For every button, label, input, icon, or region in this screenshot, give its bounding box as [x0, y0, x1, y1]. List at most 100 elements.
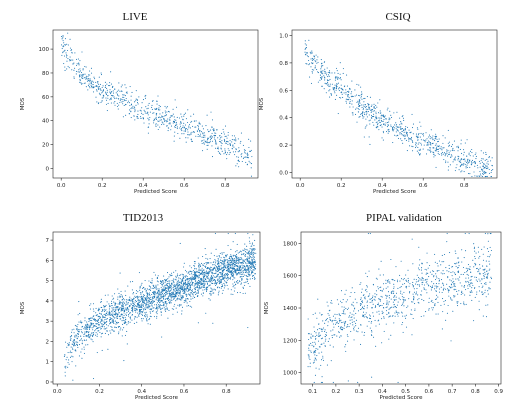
scatter-point — [253, 249, 255, 251]
scatter-point — [97, 327, 99, 329]
scatter-point — [134, 107, 136, 109]
scatter-point — [378, 120, 380, 122]
scatter-point — [78, 63, 80, 65]
scatter-point — [177, 285, 180, 287]
scatter-point — [189, 286, 191, 288]
scatter-point — [345, 301, 347, 303]
scatter-point — [212, 275, 214, 277]
y-tick-label: 5 — [46, 279, 50, 285]
scatter-point — [411, 145, 413, 147]
scatter-point — [135, 90, 137, 92]
scatter-point — [427, 272, 429, 275]
scatter-point — [224, 125, 227, 127]
scatter-point — [161, 281, 163, 283]
scatter-point — [435, 294, 438, 296]
scatter-point — [161, 283, 163, 285]
scatter-point — [240, 273, 242, 275]
scatter-point — [239, 265, 241, 268]
scatter-point — [470, 161, 472, 163]
scatter-point — [238, 273, 240, 275]
scatter-point — [139, 306, 141, 308]
scatter-point — [226, 267, 229, 269]
scatter-point — [200, 293, 202, 295]
scatter-point — [92, 326, 94, 328]
scatter-point — [182, 285, 184, 287]
scatter-point — [136, 300, 138, 303]
scatter-point — [316, 355, 318, 357]
scatter-point — [102, 89, 105, 91]
scatter-point — [330, 302, 332, 304]
scatter-point — [111, 329, 113, 331]
scatter-point — [180, 129, 182, 131]
scatter-point — [184, 289, 186, 291]
scatter-point — [173, 298, 175, 300]
scatter-point — [316, 334, 318, 336]
scatter-point — [465, 289, 467, 291]
scatter-point — [164, 309, 166, 311]
scatter-point — [197, 281, 199, 283]
scatter-point — [405, 274, 407, 276]
scatter-point — [107, 95, 109, 97]
scatter-point — [314, 57, 316, 59]
scatter-point — [207, 144, 209, 146]
scatter-point — [191, 131, 193, 133]
scatter-point — [105, 103, 108, 105]
scatter-point — [198, 275, 200, 277]
scatter-point — [434, 138, 436, 140]
scatter-point — [490, 175, 492, 178]
scatter-point — [69, 350, 71, 352]
scatter-point — [406, 126, 409, 128]
scatter-point — [149, 288, 151, 290]
scatter-point — [192, 278, 194, 281]
scatter-point — [121, 299, 123, 301]
scatter-point — [130, 110, 132, 112]
scatter-point — [74, 345, 76, 347]
scatter-point — [223, 133, 225, 135]
scatter-point — [415, 145, 417, 147]
scatter-point — [401, 130, 403, 132]
scatter-point — [249, 150, 251, 152]
scatter-point — [80, 321, 82, 323]
scatter-point — [127, 322, 129, 324]
scatter-point — [163, 297, 165, 299]
scatter-point — [114, 101, 116, 103]
scatter-point — [314, 374, 317, 376]
scatter-point — [145, 106, 147, 108]
scatter-point — [388, 121, 390, 123]
scatter-point — [349, 315, 351, 317]
scatter-point — [141, 312, 143, 314]
scatter-point — [99, 316, 101, 319]
scatter-point — [113, 322, 115, 325]
scatter-point — [321, 65, 323, 67]
scatter-point — [61, 44, 63, 46]
scatter-point — [310, 53, 312, 55]
scatter-point — [352, 95, 354, 98]
scatter-point — [435, 143, 437, 145]
scatter-point — [99, 326, 101, 328]
scatter-point — [372, 110, 374, 112]
scatter-point — [329, 72, 331, 74]
scatter-point — [415, 142, 417, 144]
scatter-point — [369, 301, 371, 303]
scatter-point — [187, 278, 189, 280]
scatter-point — [212, 128, 214, 131]
scatter-point — [244, 292, 246, 294]
scatter-point — [130, 300, 132, 302]
scatter-point — [369, 143, 371, 146]
scatter-point — [234, 151, 237, 153]
scatter-point — [329, 317, 331, 319]
scatter-point — [374, 119, 376, 121]
scatter-point — [68, 363, 70, 365]
scatter-point — [447, 150, 449, 152]
scatter-point — [99, 88, 101, 90]
scatter-point — [444, 155, 446, 157]
scatter-point — [188, 271, 190, 273]
scatter-point — [69, 58, 71, 61]
scatter-point — [315, 359, 317, 361]
scatter-point — [483, 163, 485, 165]
scatter-point — [142, 308, 144, 310]
scatter-point — [378, 323, 380, 325]
scatter-point — [199, 278, 201, 280]
scatter-point — [148, 289, 150, 291]
